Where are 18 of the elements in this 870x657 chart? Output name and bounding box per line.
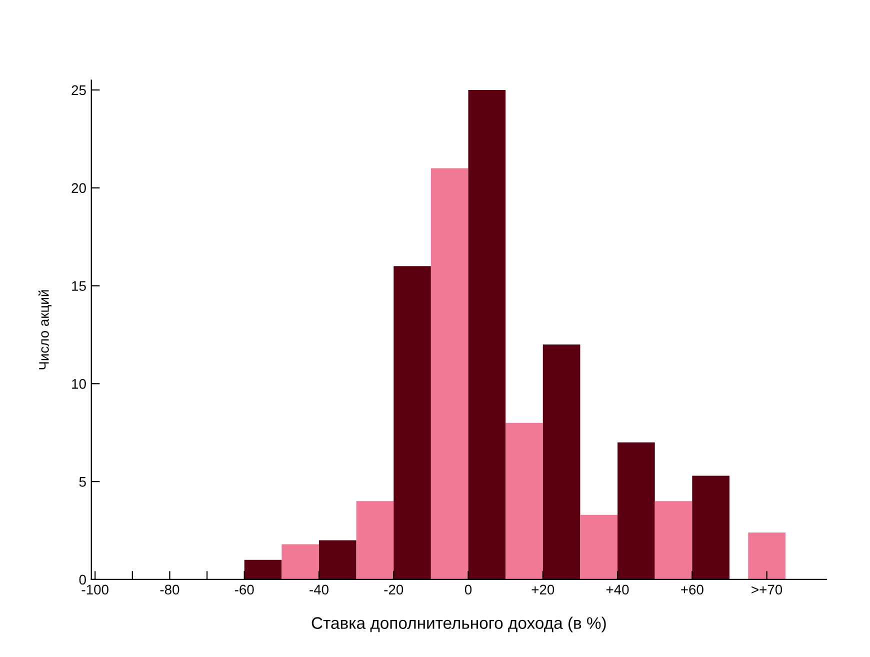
y-tick-label: 5 bbox=[79, 477, 86, 487]
x-tick-label: +20 bbox=[532, 584, 554, 595]
x-tick-label: -100 bbox=[82, 584, 108, 595]
y-tick-label: 25 bbox=[72, 85, 86, 96]
x-tick-label: -80 bbox=[160, 584, 180, 595]
x-tick-label: >+70 bbox=[752, 584, 782, 595]
x-tick-label: +60 bbox=[681, 584, 704, 595]
y-tick-label: 0 bbox=[79, 574, 86, 585]
x-tick-label: -40 bbox=[310, 584, 328, 595]
y-tick-label: 10 bbox=[72, 378, 86, 389]
y-tick-label: 15 bbox=[72, 281, 86, 291]
x-axis-title: Ставка дополнительного дохода (в %) bbox=[312, 616, 606, 632]
x-tick-label: -20 bbox=[384, 584, 404, 595]
y-axis-title: Число акций bbox=[38, 290, 52, 370]
x-tick-label: -60 bbox=[234, 584, 254, 595]
x-tick-label: 0 bbox=[464, 584, 472, 595]
x-tick-label: +40 bbox=[606, 584, 629, 595]
y-tick-label: 20 bbox=[72, 183, 86, 194]
